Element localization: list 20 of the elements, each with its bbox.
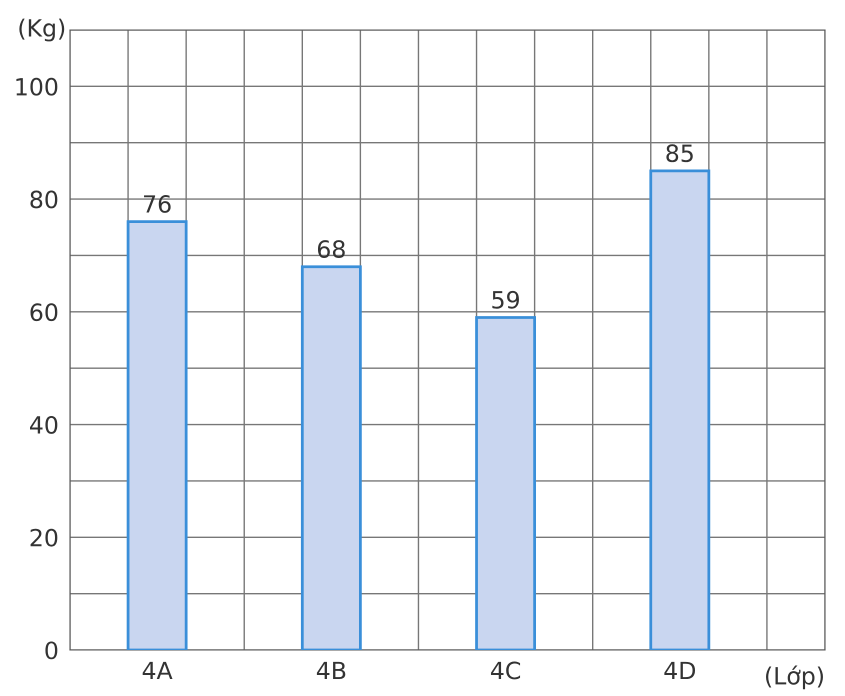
y-tick-label: 60 bbox=[30, 303, 58, 322]
y-tick-label: 40 bbox=[30, 416, 58, 434]
x-tick-label: 4D bbox=[664, 662, 696, 680]
x-axis-title: (Lớp) bbox=[766, 666, 823, 690]
x-tick-label: 4A bbox=[142, 662, 173, 680]
data-label: 85 bbox=[666, 144, 693, 162]
y-tick-label: 100 bbox=[16, 78, 58, 96]
y-axis-title: (Kg) bbox=[19, 18, 64, 42]
x-tick-label: 4C bbox=[490, 662, 520, 680]
y-tick-label: 0 bbox=[45, 641, 58, 660]
data-label: 59 bbox=[492, 290, 519, 309]
bar bbox=[126, 220, 188, 650]
y-tick-label: 20 bbox=[30, 528, 58, 547]
bar bbox=[649, 170, 710, 650]
x-tick-label: 4B bbox=[316, 662, 346, 680]
data-label: 76 bbox=[144, 195, 171, 213]
bar bbox=[475, 316, 536, 650]
y-tick-label: 80 bbox=[30, 190, 58, 208]
data-label: 68 bbox=[318, 240, 345, 258]
bar bbox=[300, 265, 362, 650]
